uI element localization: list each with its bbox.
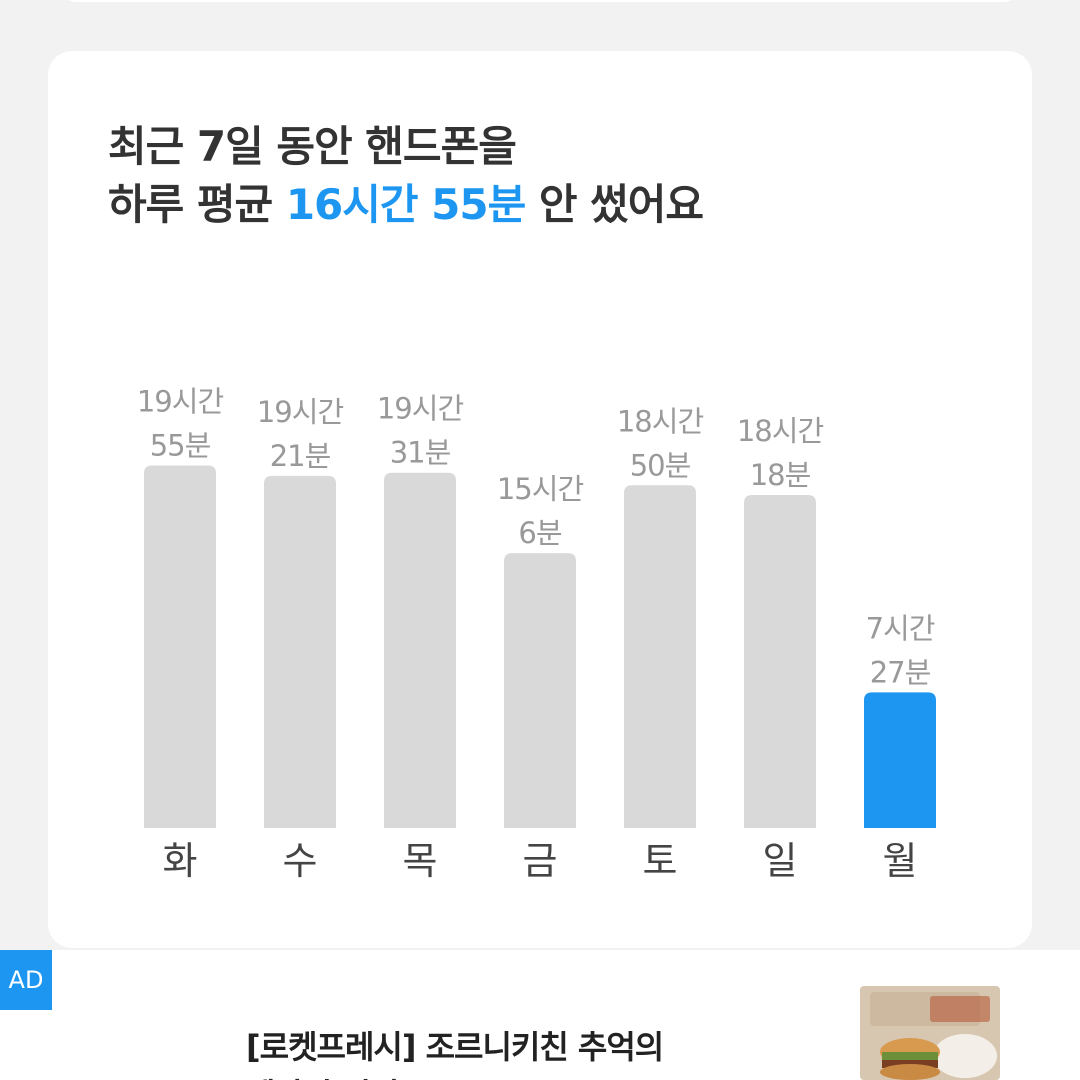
previous-card: [60, 0, 1020, 2]
ad-title[interactable]: [로켓프레시] 조르니키친 추억의: [246, 1028, 664, 1066]
headline-average-time: 16시간 55분: [285, 180, 526, 229]
ad-section[interactable]: AD [로켓프레시] 조르니키친 추억의 옛날식 버거: [0, 950, 1080, 1080]
headline-line2-prefix: 하루 평균: [108, 180, 286, 229]
headline-line2-suffix: 안 썼어요: [525, 180, 704, 229]
ad-title-line2[interactable]: 옛날식 버거: [246, 1070, 399, 1080]
headline-line1: 최근 7일 동안 핸드폰을: [108, 122, 517, 171]
burger-image-icon: [860, 986, 1000, 1080]
ad-badge: AD: [0, 950, 52, 1010]
ad-thumbnail[interactable]: [860, 986, 1000, 1080]
usage-headline: 최근 7일 동안 핸드폰을 하루 평균 16시간 55분 안 썼어요: [108, 118, 704, 234]
